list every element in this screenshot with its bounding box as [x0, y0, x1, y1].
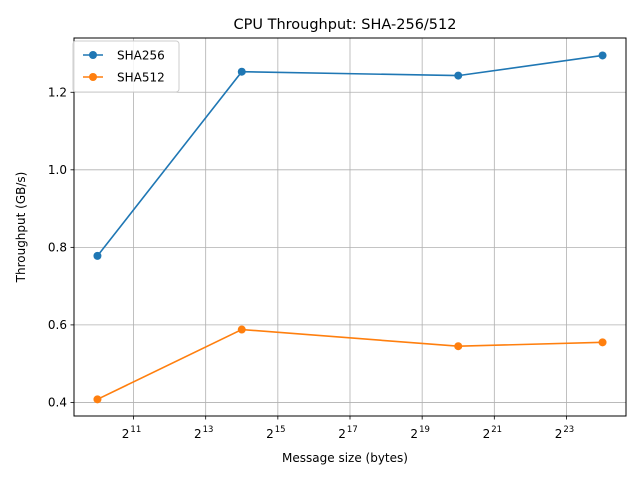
x-axis-label: Message size (bytes): [282, 451, 408, 465]
legend-label-sha512: SHA512: [117, 71, 165, 85]
x-tick-label: 219: [410, 425, 429, 441]
legend-box: [72, 40, 180, 93]
series-layer: [93, 51, 607, 404]
x-tick-label: 217: [338, 425, 357, 441]
data-point-sha256: [93, 251, 102, 260]
x-tick-label: 215: [266, 425, 285, 441]
data-point-sha256: [598, 51, 607, 60]
x-tick-label: 213: [194, 425, 213, 441]
y-axis-ticks: 0.4 0.6 0.8 1.0 1.2: [48, 85, 74, 409]
legend-marker-sha256: [89, 51, 97, 59]
series-line-sha512: [97, 328, 603, 401]
x-tick-label: 211: [122, 425, 141, 441]
x-tick-label: 221: [483, 425, 502, 441]
data-point-sha256: [237, 67, 246, 76]
x-axis-ticks: 211 213 215 217 219 221 223: [122, 416, 574, 441]
legend-label-sha256: SHA256: [117, 49, 165, 63]
data-point-sha512: [454, 342, 463, 351]
y-tick-label: 1.2: [48, 85, 67, 99]
data-point-sha512: [598, 338, 607, 347]
data-point-sha256: [454, 71, 463, 80]
data-point-sha512: [93, 395, 102, 404]
y-tick-label: 0.4: [48, 395, 67, 409]
y-tick-label: 0.8: [48, 240, 67, 254]
data-point-sha512: [237, 325, 246, 334]
grid: [74, 38, 626, 416]
legend: SHA256 SHA512: [72, 40, 180, 93]
y-tick-label: 1.0: [48, 163, 67, 177]
series-line-sha256: [96, 54, 603, 257]
x-tick-label: 223: [555, 425, 574, 441]
chart-title: CPU Throughput: SHA-256/512: [234, 17, 457, 33]
y-axis-label: Throughput (GB/s): [14, 172, 28, 284]
y-tick-label: 0.6: [48, 318, 67, 332]
legend-marker-sha512: [89, 73, 97, 81]
